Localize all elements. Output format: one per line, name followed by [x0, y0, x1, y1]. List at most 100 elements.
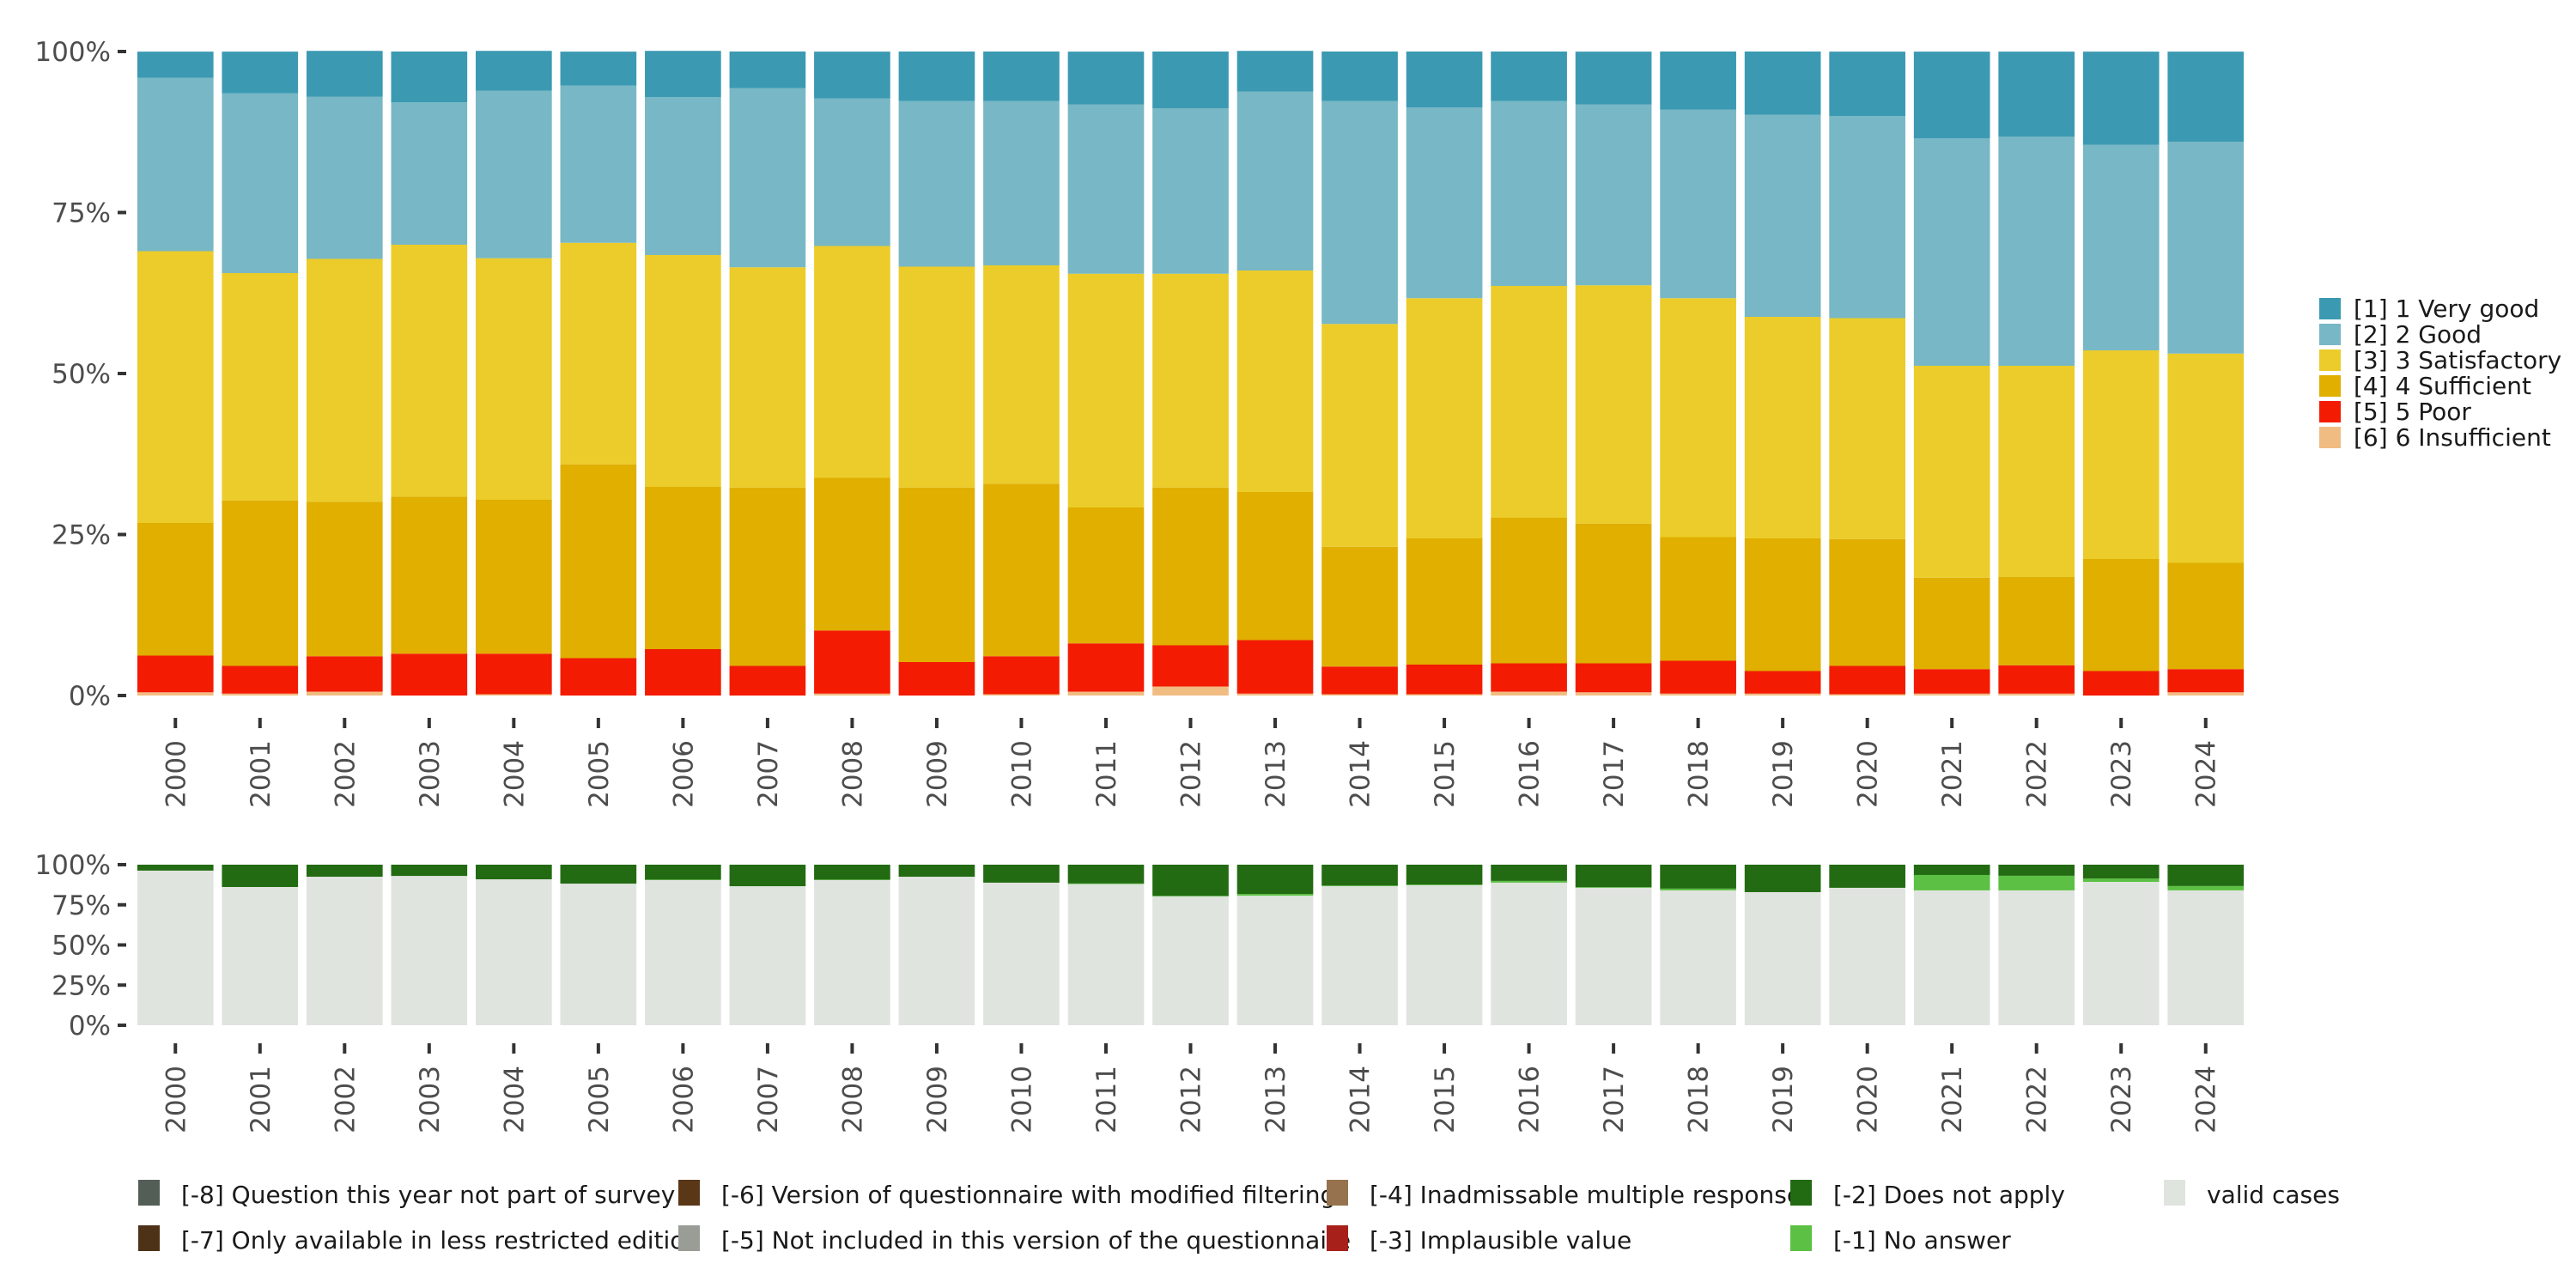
top-bar-2022 [1998, 52, 2075, 696]
top-segment-4-4-sufficient [1829, 538, 1905, 666]
top-segment-2-2-good [1321, 100, 1398, 325]
top-segment-5-5-poor [1998, 665, 2075, 694]
bottom-segment-valid-cases [1406, 884, 1483, 1025]
top-xtick-label: 2003 [415, 740, 446, 808]
top-segment-6-6-insufficient [983, 694, 1060, 696]
top-segment-1-1-very-good [1575, 52, 1652, 105]
top-segment-4-4-sufficient [729, 487, 806, 666]
bottom-chart-legend: [-8] Question this year not part of surv… [138, 1180, 2340, 1255]
top-xtick-label: 2024 [2191, 740, 2222, 808]
top-segment-2-2-good [1744, 114, 1821, 317]
bottom-segment-2-does-not-apply [729, 865, 806, 887]
top-segment-1-1-very-good [898, 52, 975, 101]
top-bar-2024 [2167, 52, 2245, 696]
bottom-segment-valid-cases [645, 879, 721, 1025]
top-bar-2005 [560, 52, 637, 696]
legend-label: [-1] No answer [1833, 1226, 2011, 1255]
top-bar-2023 [2082, 52, 2160, 696]
top-segment-1-1-very-good [645, 51, 721, 98]
top-segment-4-4-sufficient [1575, 523, 1652, 664]
bottom-segment-2-does-not-apply [645, 865, 721, 880]
top-segment-3-3-satisfactory [1406, 298, 1483, 538]
top-segment-3-3-satisfactory [1152, 273, 1229, 488]
top-segment-3-3-satisfactory [560, 242, 637, 465]
legend-swatch [2319, 427, 2341, 448]
bottom-xtick-label: 2002 [330, 1066, 361, 1133]
top-segment-5-5-poor [645, 649, 721, 696]
legend-swatch [1790, 1180, 1812, 1206]
top-segment-2-2-good [1152, 108, 1229, 274]
bottom-segment-1-no-answer [2082, 878, 2160, 883]
top-segment-6-6-insufficient [476, 694, 552, 696]
top-segment-2-2-good [729, 88, 806, 268]
top-chart-grade-distribution: 0% 25% 50% 75% 100% 2000 2001 2002 2003 2004 2005 2… [34, 37, 2245, 808]
bottom-bar-2002 [306, 865, 383, 1025]
top-segment-1-1-very-good [306, 51, 383, 97]
bottom-xtick-label: 2015 [1430, 1066, 1461, 1133]
bottom-bar-2013 [1236, 865, 1314, 1025]
top-xtick-label: 2014 [1346, 740, 1376, 808]
top-segment-4-4-sufficient [1913, 577, 1990, 670]
top-segment-6-6-insufficient [1744, 693, 1821, 696]
bottom-bar-2020 [1829, 865, 1905, 1025]
legend-label: [-6] Version of questionnaire with modif… [721, 1181, 1335, 1209]
top-segment-4-4-sufficient [476, 500, 552, 654]
bottom-segment-2-does-not-apply [1406, 865, 1483, 885]
bottom-segment-valid-cases [306, 877, 383, 1025]
bottom-ytick-label: 0% [69, 1011, 111, 1042]
bottom-xtick-label: 2009 [922, 1066, 953, 1133]
bottom-segment-2-does-not-apply [137, 865, 214, 871]
top-bar-2011 [1067, 52, 1145, 696]
top-xtick-label: 2015 [1430, 740, 1461, 808]
top-bar-2018 [1660, 52, 1736, 696]
bottom-segment-valid-cases [2167, 890, 2245, 1025]
bottom-bar-2010 [983, 865, 1060, 1025]
top-xtick-label: 2018 [1684, 740, 1715, 808]
bottom-xtick-label: 2024 [2191, 1066, 2222, 1133]
bottom-bar-2019 [1744, 865, 1821, 1025]
bottom-segment-2-does-not-apply [2082, 865, 2160, 879]
bottom-segment-2-does-not-apply [1575, 865, 1652, 888]
bottom-bar-2006 [645, 865, 721, 1025]
top-segment-3-3-satisfactory [391, 245, 468, 497]
bottom-segment-2-does-not-apply [1067, 865, 1145, 884]
bottom-bar-2007 [729, 865, 806, 1025]
legend-swatch [2319, 324, 2341, 345]
bottom-bar-2005 [560, 865, 637, 1025]
legend-swatch [138, 1180, 160, 1206]
legend-item-3-implausible-value: [-3] Implausible value [1327, 1225, 1631, 1255]
top-segment-3-3-satisfactory [1913, 366, 1990, 578]
bottom-segment-2-does-not-apply [560, 865, 637, 884]
top-segment-3-3-satisfactory [137, 251, 214, 523]
top-segment-2-2-good [1998, 137, 2075, 366]
bottom-bar-2012 [1152, 865, 1229, 1025]
bottom-segment-valid-cases [1067, 884, 1145, 1025]
top-segment-4-4-sufficient [306, 501, 383, 657]
top-segment-2-2-good [2082, 144, 2160, 350]
bottom-xtick-label: 2001 [246, 1066, 276, 1133]
legend-item-1-1-very-good: [1] 1 Very good [2319, 295, 2539, 323]
bottom-bar-2003 [391, 865, 468, 1025]
top-segment-5-5-poor [1660, 660, 1736, 694]
legend-item-7-only-available-in-less-restricted-edition: [-7] Only available in less restricted e… [138, 1225, 700, 1255]
top-bar-2020 [1829, 52, 1905, 696]
top-xtick-label: 2000 [161, 740, 191, 808]
top-segment-6-6-insufficient [1829, 694, 1905, 696]
top-segment-5-5-poor [898, 662, 975, 696]
top-bar-2004 [476, 51, 552, 696]
legend-item-1-no-answer: [-1] No answer [1790, 1225, 2011, 1255]
legend-item-4-inadmissable-multiple-response: [-4] Inadmissable multiple response [1327, 1180, 1801, 1209]
top-segment-1-1-very-good [1152, 52, 1229, 108]
legend-swatch [1327, 1225, 1348, 1251]
top-bar-2000 [137, 52, 214, 696]
bottom-bar-2024 [2167, 865, 2245, 1025]
top-segment-5-5-poor [1067, 643, 1145, 692]
top-segment-6-6-insufficient [814, 693, 890, 696]
bottom-segment-2-does-not-apply [1913, 865, 1990, 875]
legend-swatch [2319, 401, 2341, 422]
top-segment-5-5-poor [1829, 665, 1905, 695]
top-segment-5-5-poor [1321, 666, 1398, 695]
top-segment-5-5-poor [2082, 671, 2160, 696]
top-segment-2-2-good [645, 97, 721, 255]
top-segment-2-2-good [1575, 104, 1652, 286]
